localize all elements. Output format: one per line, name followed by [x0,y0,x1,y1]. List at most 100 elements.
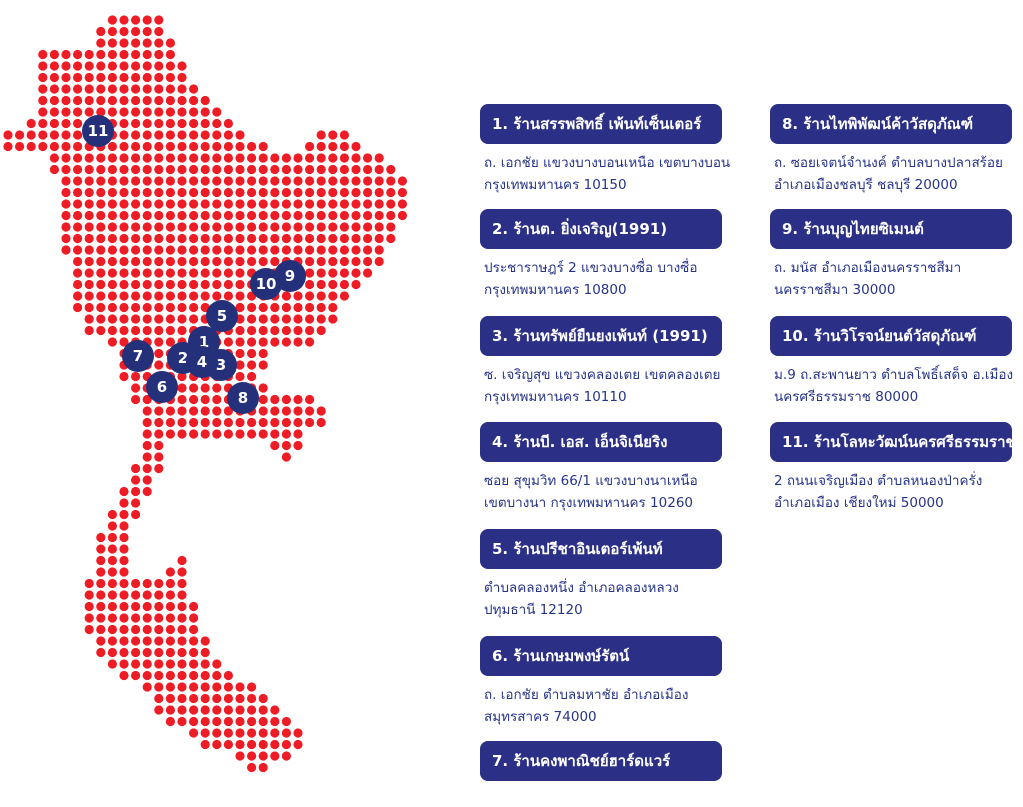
map-dot [386,233,396,244]
store-address: ตำบลคลองหนึ่ง อำเภอคลองหลวง ปทุมธานี 1212… [480,569,722,621]
map-dot [131,38,141,48]
map-dot [154,199,164,209]
map-dot [142,463,152,474]
map-dot [154,647,164,658]
map-dot [247,153,257,163]
map-dot [177,130,187,140]
map-dot [165,141,175,152]
store-title: 11. ร้านโลหะวัฒน์นครศรีธรรมราช [770,422,1012,462]
map-dot [107,636,117,646]
map-dot [107,325,117,336]
map-dot [119,26,129,37]
map-dot [305,187,315,198]
map-dot [84,590,94,600]
map-dot [397,176,407,186]
marker-label: 3 [216,356,226,374]
map-dot [96,176,106,186]
map-dot [73,291,83,301]
map-dot [154,107,164,117]
map-dot [131,95,141,106]
map-dot [316,130,326,140]
map-dot [305,256,315,267]
map-dot [131,26,141,37]
map-dot [131,245,141,255]
map-dot [305,279,315,290]
map-dot [119,95,129,106]
map-dot [142,107,152,117]
map-dot [165,176,175,186]
address-line: สมุทรสาคร 74000 [484,709,597,725]
map-dot [200,118,210,129]
map-dot [258,325,268,336]
map-dot [61,245,71,255]
map-dot [73,187,83,198]
map-dot [212,739,222,750]
map-dot [235,141,245,152]
map-dot [142,210,152,221]
map-dot [96,532,106,543]
map-dot [96,314,106,324]
map-dot [154,302,164,313]
map-dot [96,291,106,301]
map-dot [107,187,117,198]
map-dot [270,394,280,405]
map-dot [177,314,187,324]
map-dot [61,164,71,175]
map-dot [212,429,222,439]
map-dot [351,245,361,255]
map-dot [223,728,233,738]
map-dot [200,417,210,428]
map-dot [247,705,257,715]
map-dot [154,95,164,106]
map-dot [363,245,373,255]
map-dot [247,429,257,439]
map-dot [119,302,129,313]
map-dot [177,84,187,94]
map-dot [131,578,141,589]
map-dot [84,84,94,94]
map-dot [107,95,117,106]
map-dot [328,210,338,221]
map-dot [223,716,233,727]
map-dot [363,268,373,278]
map-dot [212,130,222,140]
store-address: ถ. ซอยเจตน์จำนงค์ ตำบลบางปลาสร้อย อำเภอเม… [770,144,1012,196]
map-dot [305,394,315,405]
map-dot [154,578,164,589]
map-dot [270,417,280,428]
map-dot [177,233,187,244]
map-dot [165,187,175,198]
map-dot [270,314,280,324]
map-dot [119,256,129,267]
address-line: ถ. เอกชัย ตำบลมหาชัย อำเภอเมือง [484,687,689,703]
map-dot [61,95,71,106]
map-dot [293,739,303,750]
marker-label: 6 [157,378,167,396]
map-dot [165,716,175,727]
map-dot [189,176,199,186]
map-dot [154,49,164,60]
map-dot [177,325,187,336]
map-dot [258,705,268,715]
map-dot [235,210,245,221]
map-dot [131,130,141,140]
map-dot [61,72,71,83]
map-dot [119,521,129,531]
map-dot [351,187,361,198]
map-dot [281,417,291,428]
map-dot [26,118,36,129]
map-dot [107,567,117,577]
map-dot [142,647,152,658]
map-dot [328,291,338,301]
map-dot [165,38,175,48]
map-dot [281,325,291,336]
map-dot [223,233,233,244]
map-dot [270,199,280,209]
map-dot [165,429,175,439]
map-dot [235,245,245,255]
map-dot [293,222,303,232]
map-dot [165,670,175,681]
map-dot [200,693,210,704]
map-dot [177,394,187,405]
map-dot [96,544,106,554]
